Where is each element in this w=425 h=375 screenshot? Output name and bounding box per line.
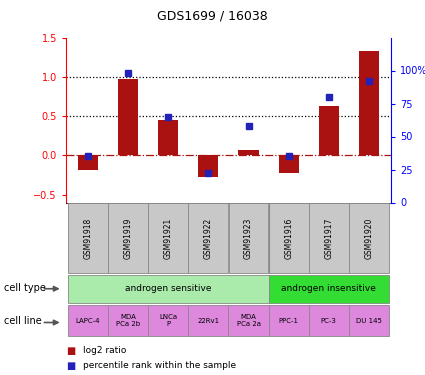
- Text: 22Rv1: 22Rv1: [197, 318, 219, 324]
- Text: androgen insensitive: androgen insensitive: [281, 284, 376, 293]
- Text: GDS1699 / 16038: GDS1699 / 16038: [157, 9, 268, 22]
- Bar: [68, 305, 108, 336]
- Bar: [148, 305, 188, 336]
- Text: ■: ■: [66, 361, 75, 370]
- Bar: [309, 305, 349, 336]
- Bar: [158, 120, 178, 155]
- Text: GSM91918: GSM91918: [83, 217, 93, 259]
- Text: cell line: cell line: [4, 316, 42, 326]
- Text: GSM91916: GSM91916: [284, 217, 293, 259]
- Bar: [238, 150, 258, 155]
- Bar: [349, 305, 389, 336]
- Text: percentile rank within the sample: percentile rank within the sample: [83, 361, 236, 370]
- Text: MDA
PCa 2b: MDA PCa 2b: [116, 314, 140, 327]
- Bar: [108, 305, 148, 336]
- Text: LNCa
P: LNCa P: [159, 314, 177, 327]
- Bar: [309, 203, 348, 273]
- Text: androgen sensitive: androgen sensitive: [125, 284, 212, 293]
- Text: GSM91917: GSM91917: [324, 217, 333, 259]
- Bar: [118, 79, 138, 155]
- Bar: [68, 203, 108, 273]
- Text: GSM91920: GSM91920: [364, 217, 374, 259]
- Bar: [279, 155, 299, 172]
- Text: GSM91919: GSM91919: [124, 217, 133, 259]
- Text: MDA
PCa 2a: MDA PCa 2a: [236, 314, 261, 327]
- Text: log2 ratio: log2 ratio: [83, 346, 126, 355]
- Bar: [188, 305, 229, 336]
- Bar: [269, 203, 309, 273]
- Text: LAPC-4: LAPC-4: [76, 318, 100, 324]
- Text: cell type: cell type: [4, 283, 46, 293]
- Bar: [229, 305, 269, 336]
- Text: PPC-1: PPC-1: [279, 318, 299, 324]
- Text: GSM91921: GSM91921: [164, 217, 173, 259]
- Bar: [229, 203, 268, 273]
- Text: DU 145: DU 145: [356, 318, 382, 324]
- Bar: [189, 203, 228, 273]
- Bar: [319, 106, 339, 155]
- Text: ■: ■: [66, 346, 75, 355]
- Bar: [359, 51, 379, 155]
- Bar: [269, 275, 389, 303]
- Bar: [269, 305, 309, 336]
- Text: GSM91922: GSM91922: [204, 217, 213, 259]
- Bar: [198, 155, 218, 177]
- Bar: [349, 203, 389, 273]
- Bar: [108, 203, 148, 273]
- Text: PC-3: PC-3: [321, 318, 337, 324]
- Bar: [148, 203, 188, 273]
- Bar: [78, 155, 98, 170]
- Bar: [68, 275, 269, 303]
- Text: GSM91923: GSM91923: [244, 217, 253, 259]
